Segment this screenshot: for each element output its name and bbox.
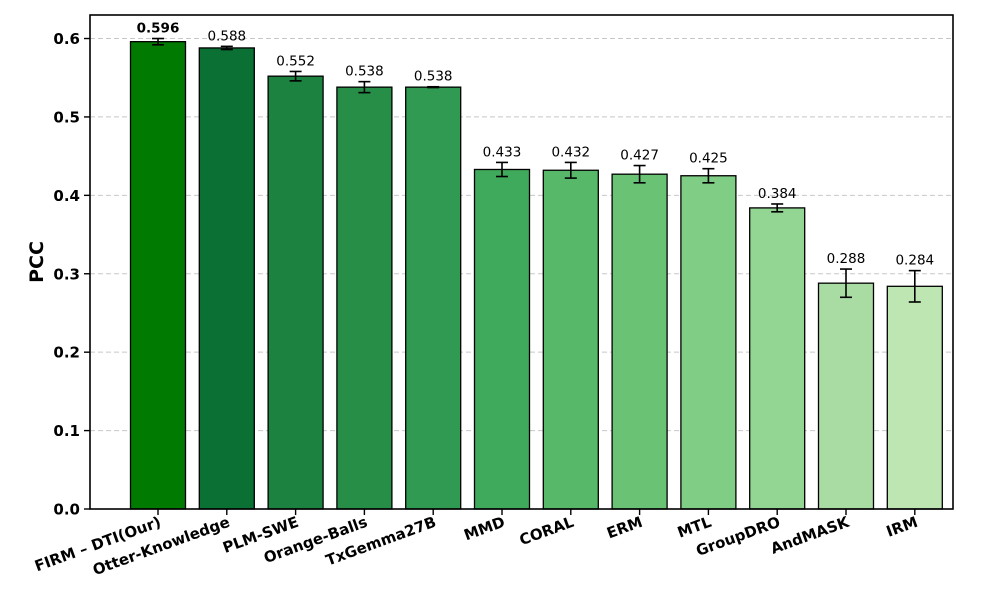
- y-tick-label: 0.0: [53, 501, 80, 519]
- y-tick-label: 0.2: [53, 344, 80, 362]
- x-tick-label: CORAL: [517, 513, 577, 549]
- error-bar: [564, 161, 577, 179]
- value-label: 0.552: [276, 53, 315, 69]
- x-tick-label: MMD: [461, 513, 507, 544]
- error-bar: [496, 161, 508, 178]
- value-label: 0.432: [551, 144, 590, 160]
- value-label: 0.384: [758, 186, 797, 202]
- bar: [129, 41, 187, 510]
- error-bar: [908, 269, 921, 303]
- y-tick-label: 0.1: [53, 422, 80, 440]
- value-label: 0.596: [137, 21, 180, 37]
- error-bar: [220, 45, 233, 51]
- y-axis-title: PCC: [26, 241, 48, 283]
- y-tick-label: 0.3: [53, 265, 80, 283]
- bar: [405, 86, 462, 510]
- bar: [680, 175, 737, 510]
- y-ticks: 0.0 0.1 0.2 0.3 0.4 0.5 0.6: [53, 30, 90, 519]
- value-labels: 0.596 0.588 0.552 0.538 0.538 0.433 0.432 0.427…: [137, 21, 934, 269]
- value-label: 0.538: [414, 69, 453, 85]
- x-tick-label: IRM: [884, 513, 920, 541]
- error-bar: [289, 70, 302, 82]
- bars: [129, 41, 943, 510]
- y-tick-label: 0.4: [53, 187, 80, 205]
- error-bars: [152, 37, 921, 303]
- error-bar: [702, 167, 715, 184]
- x-ticks: FIRM – DTI(Our)Otter-KnowledgePLM-SWEOra…: [32, 509, 920, 579]
- value-label: 0.284: [895, 253, 934, 269]
- error-bar: [152, 37, 164, 46]
- error-bar: [358, 80, 371, 94]
- value-label: 0.538: [345, 64, 384, 80]
- value-label: 0.433: [483, 144, 522, 160]
- bar: [267, 75, 324, 510]
- x-tick-label: ERM: [604, 513, 645, 542]
- error-bar: [427, 85, 440, 89]
- value-label: 0.425: [689, 151, 728, 167]
- error-bar: [771, 203, 784, 213]
- bar: [473, 168, 531, 510]
- y-tick-label: 0.5: [53, 108, 80, 126]
- bar: [336, 86, 393, 510]
- x-tick-label: AndMASK: [768, 512, 852, 557]
- value-label: 0.288: [827, 251, 866, 267]
- value-label: 0.427: [620, 148, 659, 164]
- bar: [611, 173, 668, 510]
- bar: [817, 282, 875, 510]
- bar: [198, 47, 255, 510]
- bar: [749, 207, 806, 510]
- bar: [542, 169, 599, 510]
- plot-frame: [89, 14, 954, 510]
- error-bar: [633, 164, 646, 184]
- value-label: 0.588: [207, 28, 246, 44]
- bar: [886, 285, 943, 510]
- error-bar: [840, 268, 852, 299]
- y-tick-label: 0.6: [53, 30, 80, 48]
